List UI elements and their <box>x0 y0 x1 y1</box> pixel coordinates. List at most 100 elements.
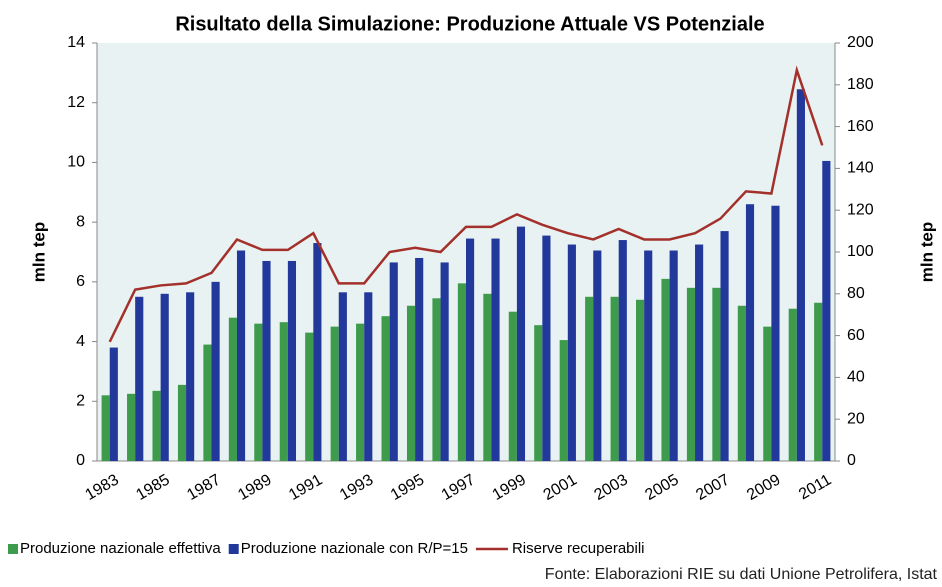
y2-tick-label: 160 <box>847 118 874 135</box>
bar <box>152 390 161 461</box>
y-tick-label: 8 <box>76 213 85 230</box>
x-tick-label: 1997 <box>439 471 478 504</box>
bar <box>440 262 449 461</box>
bar <box>406 305 416 461</box>
y2-tick-label: 40 <box>847 369 865 386</box>
bar <box>720 231 729 461</box>
bar <box>177 384 187 461</box>
x-tick-label: 1985 <box>133 471 172 504</box>
bar <box>763 326 772 461</box>
y2-tick-label: 180 <box>847 76 874 93</box>
y2-tick-label: 80 <box>847 285 865 302</box>
bar <box>712 287 721 461</box>
x-tick-label: 1987 <box>184 471 223 504</box>
bar <box>491 238 500 461</box>
y-tick-label: 6 <box>76 273 85 290</box>
bar <box>254 323 263 461</box>
bar <box>338 292 347 461</box>
bar <box>695 244 704 461</box>
bar <box>415 257 424 461</box>
y-tick-label: 14 <box>67 34 85 51</box>
source-note: Fonte: Elaborazioni RIE su dati Unione P… <box>545 566 938 583</box>
x-tick-label: 1995 <box>388 471 427 504</box>
bar <box>135 296 144 461</box>
bar <box>593 250 602 461</box>
x-tick-label: 2009 <box>744 471 783 504</box>
bar <box>466 238 475 461</box>
bar <box>432 298 441 461</box>
y-tick-label: 10 <box>67 154 85 171</box>
bar <box>109 347 118 461</box>
y-tick-label: 0 <box>76 452 85 469</box>
bar <box>686 287 696 461</box>
bar <box>305 332 314 461</box>
bar <box>457 283 466 461</box>
y2-axis-label: mln tep <box>917 222 936 282</box>
legend-label: Produzione nazionale con R/P=15 <box>241 540 468 557</box>
bar <box>356 323 365 461</box>
legend-swatch <box>8 544 18 554</box>
bar <box>635 299 645 461</box>
bar <box>542 235 551 461</box>
bar <box>771 205 780 461</box>
bar <box>585 296 594 461</box>
bar <box>567 244 576 461</box>
bar <box>228 317 237 461</box>
y2-tick-label: 60 <box>847 327 865 344</box>
bar <box>127 393 136 461</box>
x-tick-label: 2001 <box>541 471 580 504</box>
y2-tick-label: 20 <box>847 410 865 427</box>
x-tick-label: 1993 <box>337 471 376 504</box>
bar <box>559 340 568 461</box>
bar <box>381 316 390 461</box>
x-tick-label: 1991 <box>286 471 325 504</box>
x-tick-label: 1999 <box>490 471 529 504</box>
y2-tick-label: 0 <box>847 452 856 469</box>
chart-title: Risultato della Simulazione: Produzione … <box>175 13 764 35</box>
y2-tick-label: 140 <box>847 160 874 177</box>
legend-swatch <box>228 544 239 554</box>
bar <box>508 311 517 461</box>
y-tick-label: 2 <box>76 393 85 410</box>
x-tick-label: 2007 <box>693 471 732 504</box>
bar <box>610 296 619 461</box>
x-tick-label: 2011 <box>796 471 834 503</box>
y2-tick-label: 120 <box>847 201 874 218</box>
x-tick-label: 1983 <box>83 471 122 504</box>
bar <box>822 160 831 461</box>
x-tick-label: 2003 <box>591 471 630 504</box>
bar <box>203 344 212 461</box>
bar <box>211 281 220 461</box>
bar <box>644 250 653 461</box>
bar <box>330 326 339 461</box>
bar <box>186 292 195 461</box>
bar <box>788 308 797 461</box>
bar <box>669 250 678 461</box>
y-tick-label: 4 <box>76 333 85 350</box>
y2-tick-label: 200 <box>847 34 874 51</box>
bar <box>483 293 492 461</box>
bar <box>287 260 297 461</box>
bar <box>745 204 755 461</box>
legend-label: Produzione nazionale effettiva <box>20 540 221 557</box>
bar <box>160 293 169 461</box>
y-axis-label: mln tep <box>29 222 48 282</box>
bar <box>516 226 526 461</box>
bar <box>279 322 288 461</box>
bar <box>236 250 246 461</box>
legend-label: Riserve recuperabili <box>512 540 645 557</box>
bar <box>534 325 543 461</box>
bar <box>313 243 322 461</box>
y-tick-label: 12 <box>67 94 85 111</box>
x-tick-label: 1989 <box>235 471 274 504</box>
bar <box>618 240 627 461</box>
y2-tick-label: 100 <box>847 243 874 260</box>
bar <box>661 278 670 461</box>
bar <box>364 292 373 461</box>
bar <box>262 260 271 461</box>
bar <box>814 302 823 461</box>
bar <box>101 395 110 461</box>
x-tick-label: 2005 <box>642 471 681 504</box>
line <box>108 65 824 343</box>
